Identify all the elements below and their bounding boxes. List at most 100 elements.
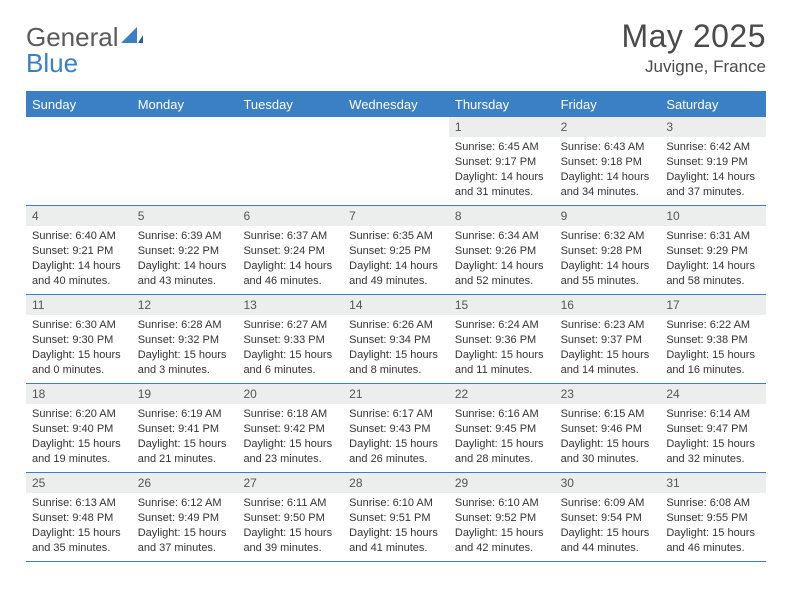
sunrise-text: Sunrise: 6:34 AM	[455, 229, 549, 244]
location-text: Juvigne, France	[621, 57, 766, 77]
day-number: 25	[26, 473, 132, 493]
daylight-text: Daylight: 15 hours and 46 minutes.	[666, 526, 760, 556]
daylight-text: Daylight: 15 hours and 6 minutes.	[243, 348, 337, 378]
day-body: Sunrise: 6:43 AMSunset: 9:18 PMDaylight:…	[555, 137, 661, 203]
sunrise-text: Sunrise: 6:28 AM	[138, 318, 232, 333]
day-body: Sunrise: 6:26 AMSunset: 9:34 PMDaylight:…	[343, 315, 449, 381]
day-cell: 21Sunrise: 6:17 AMSunset: 9:43 PMDayligh…	[343, 384, 449, 472]
day-cell: 19Sunrise: 6:19 AMSunset: 9:41 PMDayligh…	[132, 384, 238, 472]
day-body: Sunrise: 6:24 AMSunset: 9:36 PMDaylight:…	[449, 315, 555, 381]
day-body: Sunrise: 6:39 AMSunset: 9:22 PMDaylight:…	[132, 226, 238, 292]
sunrise-text: Sunrise: 6:26 AM	[349, 318, 443, 333]
day-number: 17	[660, 295, 766, 315]
day-header-wednesday: Wednesday	[343, 93, 449, 117]
logo-text-2: Blue	[26, 48, 78, 78]
day-cell: 15Sunrise: 6:24 AMSunset: 9:36 PMDayligh…	[449, 295, 555, 383]
day-cell: 14Sunrise: 6:26 AMSunset: 9:34 PMDayligh…	[343, 295, 449, 383]
day-cell: 27Sunrise: 6:11 AMSunset: 9:50 PMDayligh…	[237, 473, 343, 561]
day-body: Sunrise: 6:19 AMSunset: 9:41 PMDaylight:…	[132, 404, 238, 470]
daylight-text: Daylight: 14 hours and 31 minutes.	[455, 170, 549, 200]
daylight-text: Daylight: 15 hours and 8 minutes.	[349, 348, 443, 378]
sunset-text: Sunset: 9:45 PM	[455, 422, 549, 437]
day-body: Sunrise: 6:30 AMSunset: 9:30 PMDaylight:…	[26, 315, 132, 381]
day-body: Sunrise: 6:20 AMSunset: 9:40 PMDaylight:…	[26, 404, 132, 470]
sunrise-text: Sunrise: 6:37 AM	[243, 229, 337, 244]
sunrise-text: Sunrise: 6:15 AM	[561, 407, 655, 422]
sunset-text: Sunset: 9:33 PM	[243, 333, 337, 348]
day-body: Sunrise: 6:32 AMSunset: 9:28 PMDaylight:…	[555, 226, 661, 292]
day-number: 1	[449, 117, 555, 137]
sunset-text: Sunset: 9:49 PM	[138, 511, 232, 526]
sunrise-text: Sunrise: 6:40 AM	[32, 229, 126, 244]
day-body: Sunrise: 6:42 AMSunset: 9:19 PMDaylight:…	[660, 137, 766, 203]
daylight-text: Daylight: 15 hours and 35 minutes.	[32, 526, 126, 556]
daylight-text: Daylight: 15 hours and 37 minutes.	[138, 526, 232, 556]
daylight-text: Daylight: 14 hours and 49 minutes.	[349, 259, 443, 289]
day-number: 18	[26, 384, 132, 404]
day-body: Sunrise: 6:35 AMSunset: 9:25 PMDaylight:…	[343, 226, 449, 292]
sunset-text: Sunset: 9:38 PM	[666, 333, 760, 348]
day-number: 3	[660, 117, 766, 137]
sunrise-text: Sunrise: 6:11 AM	[243, 496, 337, 511]
sunset-text: Sunset: 9:55 PM	[666, 511, 760, 526]
daylight-text: Daylight: 15 hours and 30 minutes.	[561, 437, 655, 467]
sunset-text: Sunset: 9:29 PM	[666, 244, 760, 259]
day-number: 8	[449, 206, 555, 226]
day-body: Sunrise: 6:15 AMSunset: 9:46 PMDaylight:…	[555, 404, 661, 470]
daylight-text: Daylight: 15 hours and 16 minutes.	[666, 348, 760, 378]
day-cell: 29Sunrise: 6:10 AMSunset: 9:52 PMDayligh…	[449, 473, 555, 561]
daylight-text: Daylight: 15 hours and 3 minutes.	[138, 348, 232, 378]
daylight-text: Daylight: 14 hours and 34 minutes.	[561, 170, 655, 200]
sunrise-text: Sunrise: 6:22 AM	[666, 318, 760, 333]
daylight-text: Daylight: 14 hours and 43 minutes.	[138, 259, 232, 289]
day-number: 29	[449, 473, 555, 493]
day-number: 24	[660, 384, 766, 404]
day-cell: 9Sunrise: 6:32 AMSunset: 9:28 PMDaylight…	[555, 206, 661, 294]
week-row: 11Sunrise: 6:30 AMSunset: 9:30 PMDayligh…	[26, 295, 766, 384]
sunrise-text: Sunrise: 6:35 AM	[349, 229, 443, 244]
daylight-text: Daylight: 15 hours and 41 minutes.	[349, 526, 443, 556]
sunset-text: Sunset: 9:24 PM	[243, 244, 337, 259]
day-header-friday: Friday	[555, 93, 661, 117]
day-number: 27	[237, 473, 343, 493]
sunset-text: Sunset: 9:21 PM	[32, 244, 126, 259]
day-body: Sunrise: 6:10 AMSunset: 9:52 PMDaylight:…	[449, 493, 555, 559]
day-number: 23	[555, 384, 661, 404]
sunset-text: Sunset: 9:40 PM	[32, 422, 126, 437]
day-header-sunday: Sunday	[26, 93, 132, 117]
sunset-text: Sunset: 9:18 PM	[561, 155, 655, 170]
sunrise-text: Sunrise: 6:10 AM	[349, 496, 443, 511]
day-header-monday: Monday	[132, 93, 238, 117]
week-row: ....1Sunrise: 6:45 AMSunset: 9:17 PMDayl…	[26, 117, 766, 206]
calendar-page: General May 2025 Juvigne, France Blue Su…	[0, 0, 792, 562]
day-number: 31	[660, 473, 766, 493]
day-number: 4	[26, 206, 132, 226]
sunset-text: Sunset: 9:36 PM	[455, 333, 549, 348]
sunset-text: Sunset: 9:26 PM	[455, 244, 549, 259]
day-number: 13	[237, 295, 343, 315]
sunrise-text: Sunrise: 6:18 AM	[243, 407, 337, 422]
day-cell: 6Sunrise: 6:37 AMSunset: 9:24 PMDaylight…	[237, 206, 343, 294]
day-header-tuesday: Tuesday	[237, 93, 343, 117]
sunset-text: Sunset: 9:47 PM	[666, 422, 760, 437]
sunset-text: Sunset: 9:52 PM	[455, 511, 549, 526]
logo-line2: Blue	[26, 48, 78, 79]
day-cell: 11Sunrise: 6:30 AMSunset: 9:30 PMDayligh…	[26, 295, 132, 383]
day-cell: 12Sunrise: 6:28 AMSunset: 9:32 PMDayligh…	[132, 295, 238, 383]
day-cell: 4Sunrise: 6:40 AMSunset: 9:21 PMDaylight…	[26, 206, 132, 294]
day-cell: 3Sunrise: 6:42 AMSunset: 9:19 PMDaylight…	[660, 117, 766, 205]
day-body: Sunrise: 6:17 AMSunset: 9:43 PMDaylight:…	[343, 404, 449, 470]
sunset-text: Sunset: 9:42 PM	[243, 422, 337, 437]
day-body: Sunrise: 6:18 AMSunset: 9:42 PMDaylight:…	[237, 404, 343, 470]
daylight-text: Daylight: 15 hours and 32 minutes.	[666, 437, 760, 467]
day-number: 9	[555, 206, 661, 226]
day-number: 30	[555, 473, 661, 493]
day-number: 2	[555, 117, 661, 137]
day-header-row: SundayMondayTuesdayWednesdayThursdayFrid…	[26, 93, 766, 117]
day-body: Sunrise: 6:27 AMSunset: 9:33 PMDaylight:…	[237, 315, 343, 381]
sunset-text: Sunset: 9:50 PM	[243, 511, 337, 526]
daylight-text: Daylight: 15 hours and 11 minutes.	[455, 348, 549, 378]
week-row: 4 Sunrise: 6:40 AMSunset: 9:21 PM Daylight…	[26, 206, 766, 295]
title-block: May 2025 Juvigne, France	[621, 18, 766, 77]
day-cell: 31Sunrise: 6:08 AMSunset: 9:55 PMDayligh…	[660, 473, 766, 561]
